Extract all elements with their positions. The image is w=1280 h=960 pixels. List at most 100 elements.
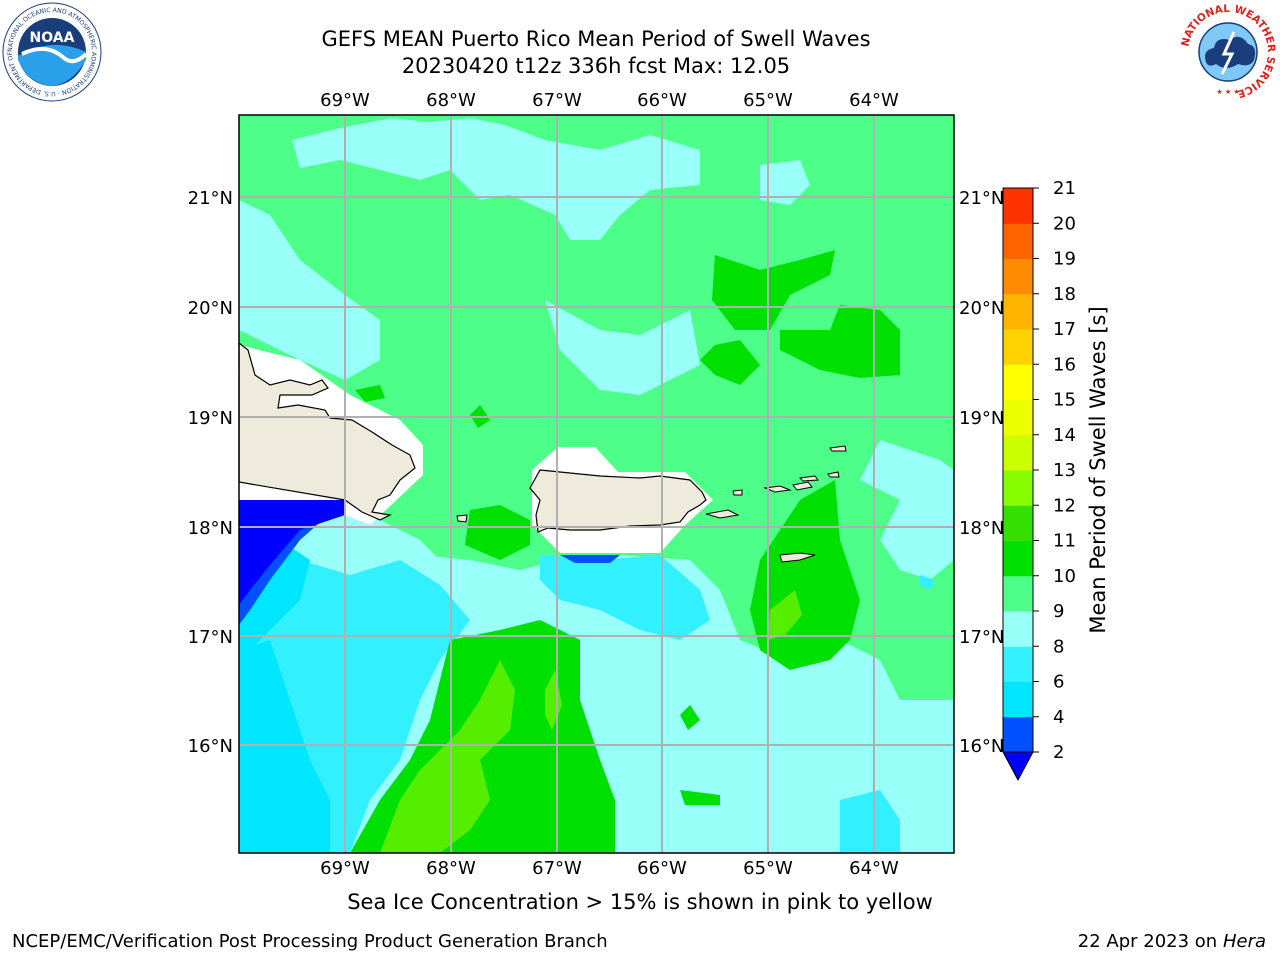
land-virgin-islands-c <box>798 475 819 482</box>
colorbar: 2 4 6 8 9 10 11 12 13 14 15 16 17 18 19 20 21 <box>1003 178 1076 763</box>
lon-label-top: 65°W <box>743 90 793 111</box>
band-10-11-center-north <box>700 340 760 385</box>
colorbar-segment <box>1003 505 1033 541</box>
colorbar-tick-label: 2 <box>1053 742 1064 763</box>
colorbar-tick-label: 4 <box>1053 707 1064 728</box>
band-10-11-northeast <box>712 250 835 330</box>
lon-label-bottom: 66°W <box>637 858 687 879</box>
colorbar-segment <box>1003 188 1033 224</box>
lat-label-left: 20°N <box>188 298 233 319</box>
footer-credit: NCEP/EMC/Verification Post Processing Pr… <box>12 931 608 952</box>
land-anegada <box>829 445 847 452</box>
lat-label-right: 18°N <box>959 518 1004 539</box>
footer-date: 22 Apr 2023 on Hera <box>1078 931 1266 952</box>
colorbar-segment <box>1003 223 1033 259</box>
band-8-9-north <box>292 118 700 240</box>
band-11-12-south <box>380 660 515 853</box>
graticule <box>239 115 954 853</box>
colorbar-tick-label: 21 <box>1053 178 1076 199</box>
colorbar-tick-label: 16 <box>1053 354 1076 375</box>
map-subtitle: 20230420 t12z 336h fcst Max: 12.05 <box>401 54 791 78</box>
band-8-9-northeast <box>760 160 810 205</box>
lat-label-right: 20°N <box>959 298 1004 319</box>
colorbar-tick-label: 10 <box>1053 566 1076 587</box>
lon-label-top: 69°W <box>320 90 370 111</box>
land-st-croix <box>779 552 816 563</box>
colorbar-segment <box>1003 716 1033 753</box>
lat-label-left: 16°N <box>188 736 233 757</box>
lon-label-bottom: 68°W <box>426 858 476 879</box>
band-10-11-spot-c <box>680 705 700 730</box>
colorbar-tick-label: 15 <box>1053 390 1076 411</box>
colorbar-segment <box>1003 293 1033 330</box>
colorbar-segment <box>1003 329 1033 365</box>
colorbar-tick-label: 14 <box>1053 425 1076 446</box>
colorbar-tick-label: 6 <box>1053 672 1064 693</box>
land-hispaniola <box>239 342 416 521</box>
colorbar-segment <box>1003 611 1033 647</box>
colorbar-segment <box>1003 646 1033 682</box>
band-6-8-southeast <box>840 790 900 853</box>
colorbar-label: Mean Period of Swell Waves [s] <box>1086 306 1110 633</box>
land-mona-island <box>456 514 468 523</box>
lon-label-top: 66°W <box>637 90 687 111</box>
nws-logo: NATIONAL WEATHER SERVICE ★ ★ ★ <box>1179 3 1277 101</box>
band-10-11-spot-a <box>355 385 385 402</box>
lon-label-top: 64°W <box>849 90 899 111</box>
colorbar-segment <box>1003 399 1033 436</box>
lat-label-left: 17°N <box>188 627 233 648</box>
band-10-11-east <box>780 305 900 378</box>
lon-label-bottom: 64°W <box>849 858 899 879</box>
band-11-12-southeast <box>768 590 802 640</box>
colorbar-frame <box>1002 187 1034 753</box>
lat-label-right: 16°N <box>959 736 1004 757</box>
lat-label-right: 17°N <box>959 627 1004 648</box>
colorbar-tick-label: 20 <box>1053 213 1076 234</box>
lat-label-left: 21°N <box>188 188 233 209</box>
footer-host: Hera <box>1222 931 1266 952</box>
footer-date-text: 22 Apr 2023 on <box>1077 931 1223 952</box>
colorbar-tick-label: 9 <box>1053 601 1064 622</box>
colorbar-segment <box>1003 364 1033 400</box>
band-4-6-southwest <box>239 640 330 853</box>
sea-ice-note: Sea Ice Concentration > 15% is shown in … <box>347 890 933 914</box>
map-frame <box>238 114 955 854</box>
lat-label-right: 21°N <box>959 188 1004 209</box>
colorbar-tick-label: 13 <box>1053 460 1076 481</box>
band-10-11-spot-d <box>680 790 720 805</box>
colorbar-under-arrow <box>1002 751 1034 782</box>
band-2-4-pocket <box>560 555 620 563</box>
colorbar-segment <box>1003 540 1033 577</box>
land-virgin-islands-a <box>763 485 792 493</box>
band-6-8-center <box>540 555 710 640</box>
colorbar-tick-label: 18 <box>1053 284 1076 305</box>
colorbar-tick-label: 8 <box>1053 636 1064 657</box>
lat-label-left: 19°N <box>188 408 233 429</box>
map-title: GEFS MEAN Puerto Rico Mean Period of Swe… <box>321 27 871 51</box>
band-10-11-mid-west <box>465 505 530 560</box>
colorbar-tick-label: 19 <box>1053 249 1076 270</box>
lat-label-right: 19°N <box>959 408 1004 429</box>
colorbar-tick-label: 11 <box>1053 531 1076 552</box>
land-culebra <box>732 489 743 496</box>
land-virgin-islands-b <box>792 481 813 491</box>
svg-text:★ ★ ★: ★ ★ ★ <box>1216 88 1239 96</box>
colorbar-tick-label: 17 <box>1053 319 1076 340</box>
noaa-text: NOAA <box>30 30 75 46</box>
colorbar-segment <box>1003 575 1033 612</box>
colorbar-segment <box>1003 470 1033 506</box>
colorbar-segment <box>1003 681 1033 718</box>
land-vieques <box>705 509 740 519</box>
land-anguilla <box>827 471 840 478</box>
lon-label-top: 68°W <box>426 90 476 111</box>
lat-label-left: 18°N <box>188 518 233 539</box>
colorbar-segment <box>1003 258 1033 295</box>
band-6-8-east-pocket <box>920 575 935 590</box>
wave-field <box>239 115 954 853</box>
noaa-logo: NATIONAL OCEANIC AND ATMOSPHERIC ADMINIS… <box>2 2 102 102</box>
colorbar-tick-label: 12 <box>1053 495 1076 516</box>
band-8-9-east <box>860 440 954 580</box>
lon-label-bottom: 65°W <box>743 858 793 879</box>
lon-label-bottom: 69°W <box>320 858 370 879</box>
